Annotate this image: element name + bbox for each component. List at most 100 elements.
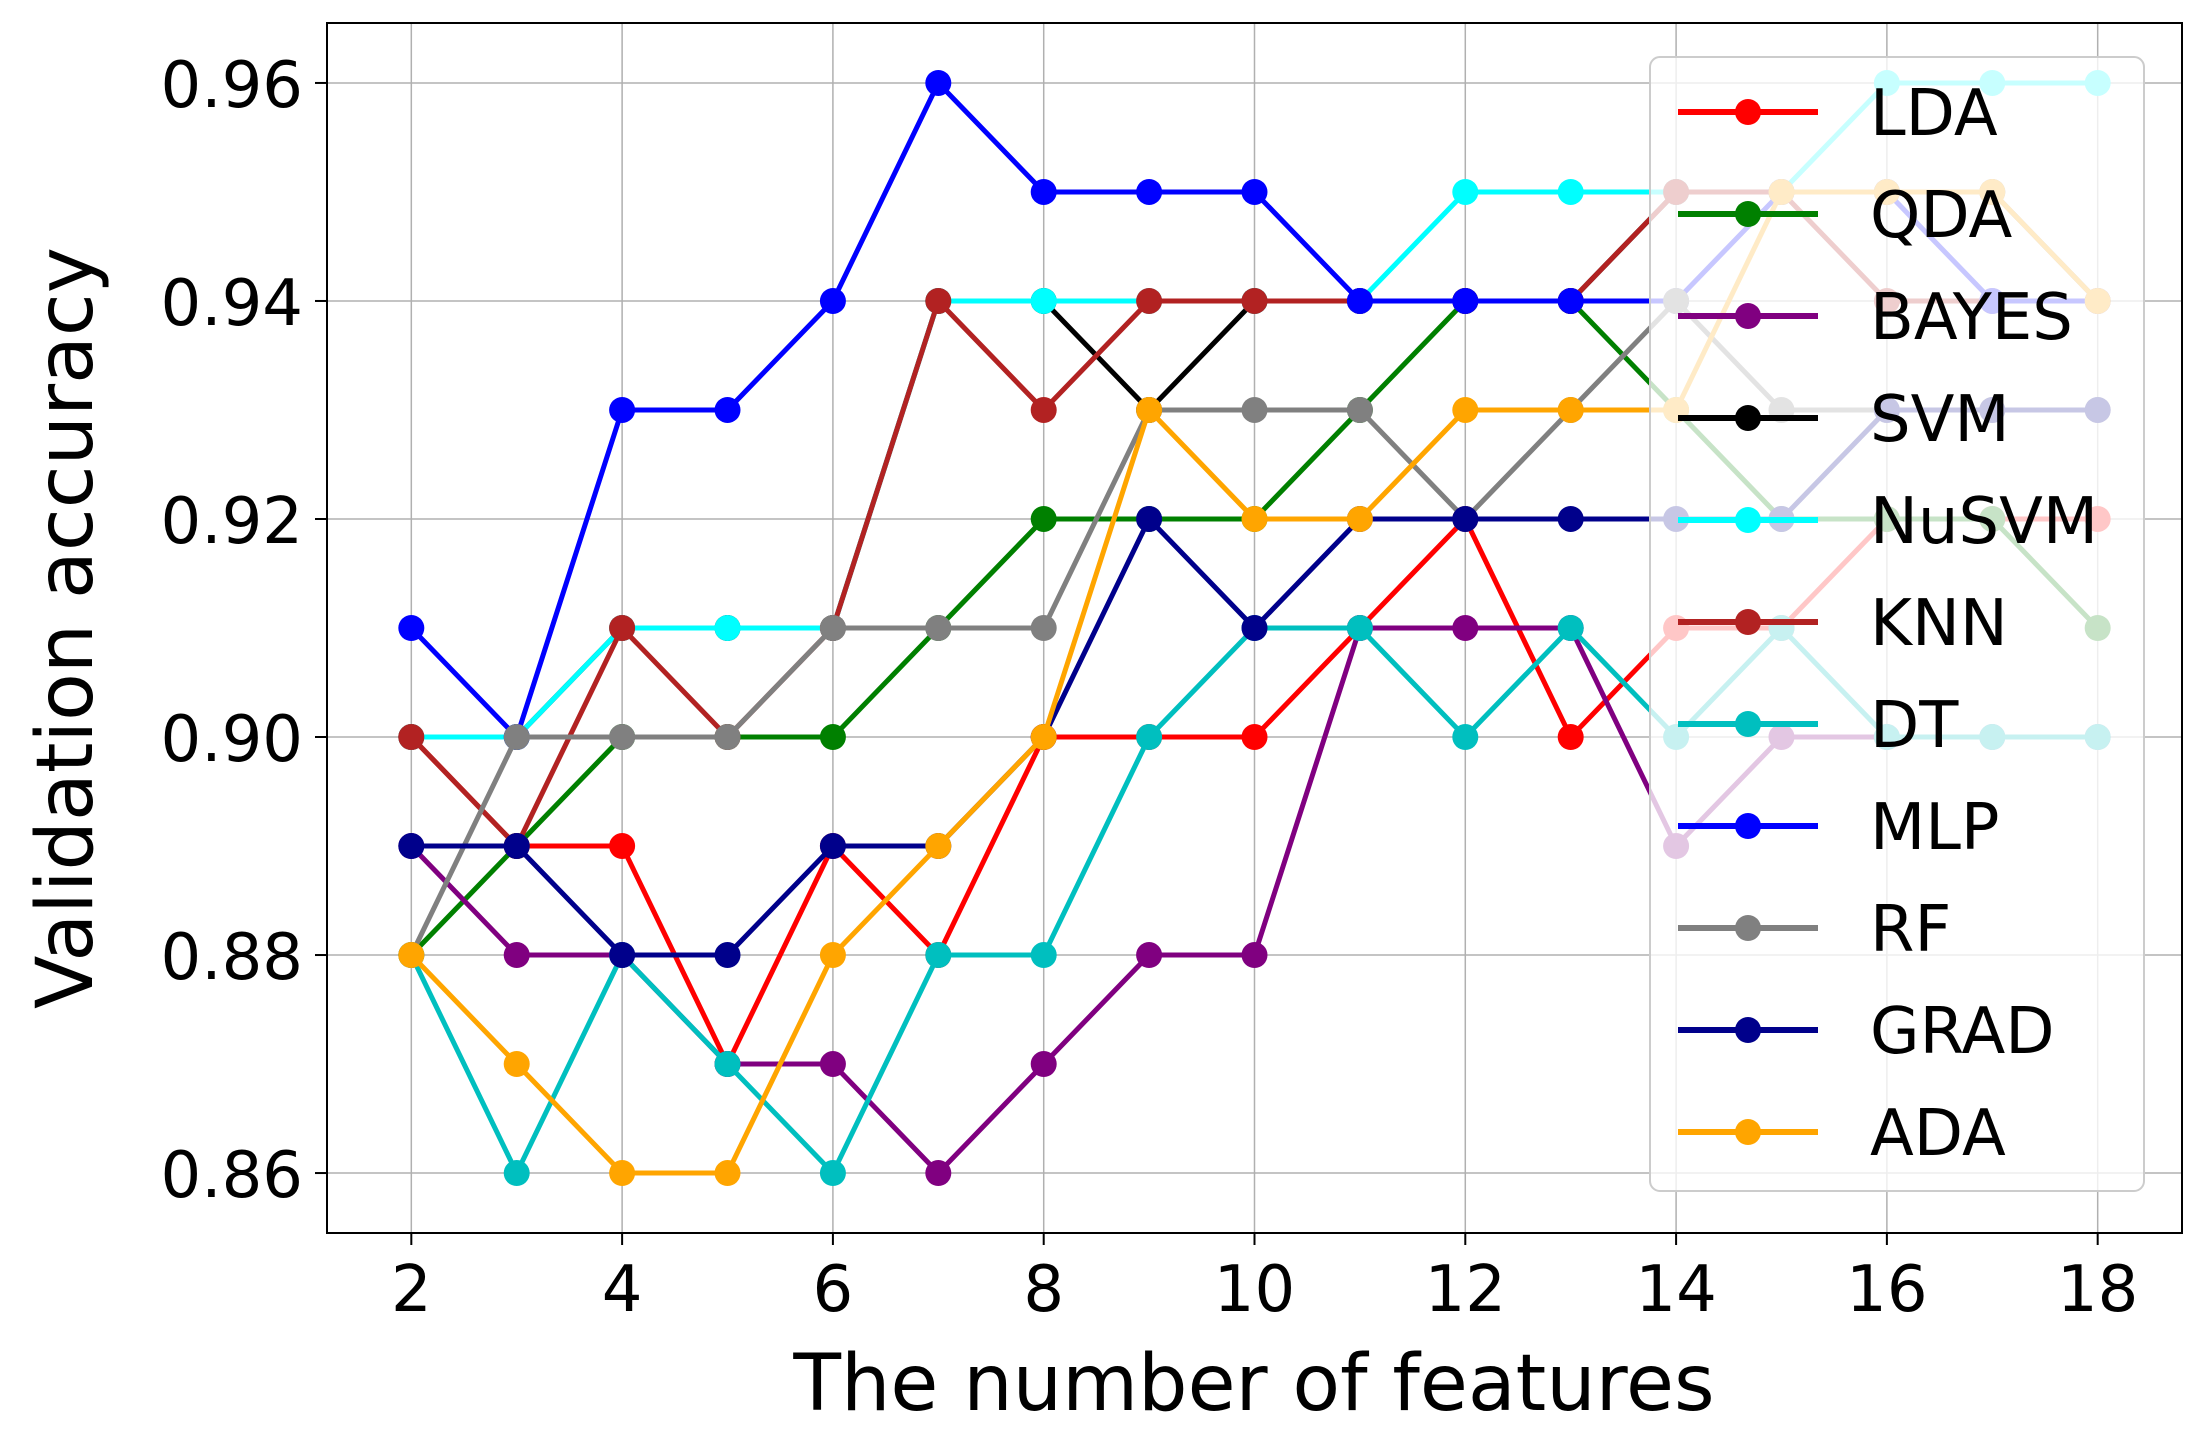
data-point-ada xyxy=(398,942,425,969)
legend-item: LDA xyxy=(1678,77,1998,151)
legend-item: BAYES xyxy=(1678,281,2073,355)
data-point-ada xyxy=(1452,396,1479,423)
x-tick-label: 10 xyxy=(1214,1253,1295,1327)
y-tick-label: 0.96 xyxy=(161,49,304,123)
legend-marker xyxy=(1735,813,1761,839)
data-point-bayes xyxy=(925,1160,952,1187)
tick-layer: 2 4 6 8 10 12 14 16 18 0.86 0.88 0.90 0.92 0.94 0.96 xyxy=(161,49,2139,1327)
data-point-grad xyxy=(714,942,741,969)
data-point-bayes xyxy=(1452,615,1479,641)
data-point-ada xyxy=(1030,724,1057,751)
legend-label: SVM xyxy=(1870,383,2010,457)
data-point-rf xyxy=(714,724,741,751)
data-point-lda xyxy=(609,833,636,860)
data-point-knn xyxy=(609,615,636,641)
data-point-rf xyxy=(1030,615,1057,641)
data-point-bayes xyxy=(1030,1051,1057,1078)
legend-marker xyxy=(1735,609,1761,635)
data-point-rf xyxy=(609,724,636,751)
data-point-grad xyxy=(503,833,530,860)
data-point-knn xyxy=(398,724,425,751)
legend-marker xyxy=(1735,915,1761,941)
legend-item: MLP xyxy=(1678,791,1999,865)
data-point-bayes xyxy=(503,942,530,969)
data-point-grad xyxy=(819,833,846,860)
data-point-mlp xyxy=(1136,178,1163,205)
data-point-grad xyxy=(1241,615,1268,641)
legend-marker xyxy=(1735,405,1761,431)
data-point-rf xyxy=(925,615,952,641)
data-point-dt xyxy=(1452,724,1479,751)
data-point-dt xyxy=(819,1160,846,1187)
data-point-dt xyxy=(1136,724,1163,751)
legend-item: DT xyxy=(1678,689,1959,763)
data-point-dt xyxy=(714,1051,741,1078)
data-point-qda xyxy=(819,724,846,751)
data-point-mlp xyxy=(1241,178,1268,205)
data-point-rf xyxy=(503,724,530,751)
data-point-mlp xyxy=(1030,178,1057,205)
legend-label: GRAD xyxy=(1870,995,2055,1069)
y-tick-label: 0.94 xyxy=(161,267,304,341)
data-point-mlp xyxy=(925,69,952,96)
data-point-mlp xyxy=(1557,287,1584,314)
data-point-mlp xyxy=(398,615,425,641)
legend-item: SVM xyxy=(1678,383,2010,457)
legend-item: NuSVM xyxy=(1678,485,2098,559)
legend-label: LDA xyxy=(1870,77,1998,151)
legend-box xyxy=(1649,56,2145,1192)
x-tick-label: 6 xyxy=(813,1253,854,1327)
x-axis-label: The number of features xyxy=(792,1339,1714,1429)
legend-item: GRAD xyxy=(1678,995,2055,1069)
y-tick-label: 0.88 xyxy=(161,921,304,995)
x-tick-label: 4 xyxy=(602,1253,643,1327)
y-tick-label: 0.90 xyxy=(161,703,304,777)
legend: LDA QDA BAYES SVM NuSVM KNN DT MLP RF GRAD ADA xyxy=(1649,56,2145,1192)
legend-item: QDA xyxy=(1678,179,2013,253)
data-point-nusvm xyxy=(1030,287,1057,314)
legend-item: RF xyxy=(1678,893,1951,967)
x-tick-label: 8 xyxy=(1023,1253,1064,1327)
legend-marker xyxy=(1735,711,1761,737)
legend-marker xyxy=(1735,507,1761,533)
legend-marker xyxy=(1735,1017,1761,1043)
data-point-ada xyxy=(1241,505,1268,532)
data-point-ada xyxy=(925,833,952,860)
x-tick-label: 12 xyxy=(1425,1253,1506,1327)
data-point-dt xyxy=(1557,615,1584,641)
legend-label: MLP xyxy=(1870,791,1999,865)
data-point-bayes xyxy=(1136,942,1163,969)
data-point-mlp xyxy=(714,396,741,423)
data-point-grad xyxy=(1452,505,1479,532)
legend-marker xyxy=(1735,303,1761,329)
x-tick-label: 14 xyxy=(1635,1253,1716,1327)
data-point-dt xyxy=(1030,942,1057,969)
x-tick-label: 16 xyxy=(1846,1253,1927,1327)
legend-label: BAYES xyxy=(1870,281,2073,355)
data-point-rf xyxy=(1346,396,1373,423)
data-point-mlp xyxy=(1346,287,1373,314)
data-point-qda xyxy=(1030,505,1057,532)
data-point-grad xyxy=(1557,505,1584,532)
data-point-mlp xyxy=(609,396,636,423)
data-point-ada xyxy=(714,1160,741,1187)
data-point-ada xyxy=(503,1051,530,1078)
data-point-nusvm xyxy=(1452,178,1479,205)
legend-label: QDA xyxy=(1870,179,2013,253)
data-point-knn xyxy=(1136,287,1163,314)
data-point-knn xyxy=(925,287,952,314)
data-point-nusvm xyxy=(714,615,741,641)
legend-label: RF xyxy=(1870,893,1951,967)
legend-label: ADA xyxy=(1870,1097,2006,1171)
data-point-bayes xyxy=(1241,942,1268,969)
data-point-grad xyxy=(1136,505,1163,532)
data-point-lda xyxy=(1241,724,1268,751)
legend-marker xyxy=(1735,1119,1761,1145)
data-point-ada xyxy=(1136,396,1163,423)
x-tick-label: 18 xyxy=(2057,1253,2138,1327)
legend-label: KNN xyxy=(1870,587,2008,661)
legend-item: KNN xyxy=(1678,587,2008,661)
data-point-nusvm xyxy=(1557,178,1584,205)
